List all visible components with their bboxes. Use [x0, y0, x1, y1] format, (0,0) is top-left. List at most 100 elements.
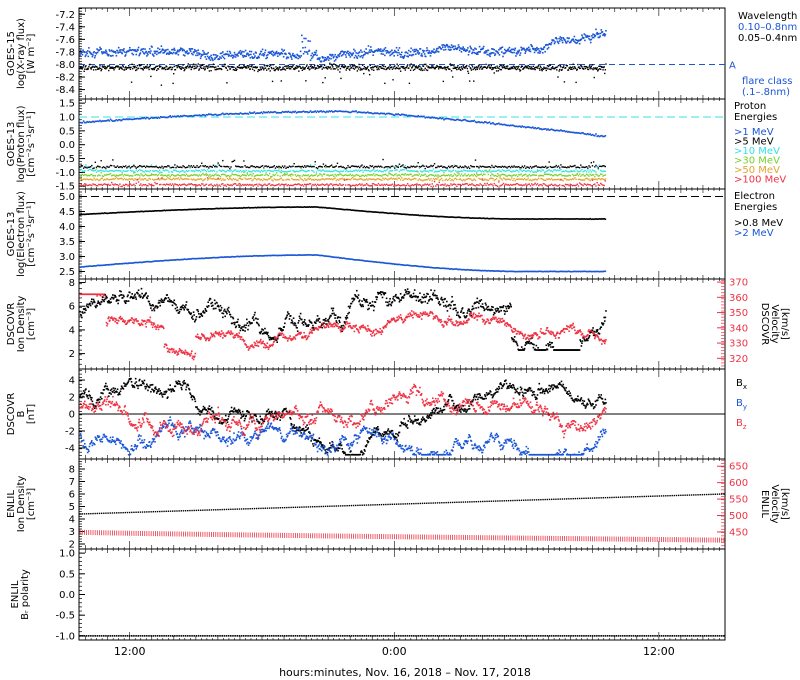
xray-short-point: [409, 65, 411, 67]
xray-long-point: [173, 47, 176, 50]
proton-series-point: [566, 179, 568, 181]
proton-series-point: [292, 169, 294, 172]
proton-series-point: [361, 174, 363, 177]
xray-long-point: [322, 56, 325, 59]
proton-series-point: [602, 165, 604, 167]
proton-series-point: [227, 178, 230, 181]
proton-series-point: [422, 174, 424, 177]
proton-series-point: [445, 185, 447, 187]
proton-1mev-point: [117, 119, 120, 121]
proton-series-point: [171, 178, 174, 180]
proton-series-point: [91, 184, 93, 187]
proton-series-point: [170, 174, 173, 176]
proton-1mev-point: [178, 115, 181, 118]
proton-series-point: [520, 173, 522, 175]
xray-long-point: [92, 54, 94, 56]
proton-1mev-point: [331, 111, 334, 113]
proton-series-point: [354, 165, 356, 168]
xray-short-point: [161, 68, 163, 70]
proton-series-point: [588, 178, 590, 181]
proton-series-point: [198, 174, 201, 176]
proton-series-point: [424, 167, 426, 170]
proton-series-point: [105, 169, 107, 171]
xray-short-point: [201, 67, 203, 69]
xray-short-point: [511, 67, 513, 69]
proton-series-point: [374, 170, 376, 173]
proton-1mev-point: [416, 115, 418, 118]
proton-series-point: [514, 179, 516, 182]
proton-series-point: [175, 166, 177, 169]
proton-1mev-point: [112, 120, 114, 122]
proton-1mev-point: [230, 112, 232, 115]
proton-series-point: [336, 174, 339, 176]
xray-short-point: [369, 64, 371, 67]
proton-series-point: [560, 173, 562, 175]
xray-short-point: [274, 69, 276, 72]
proton-series-point: [521, 175, 523, 177]
xray-short-point: [469, 67, 471, 69]
proton-series-point: [139, 175, 141, 177]
xray-long-point: [529, 50, 532, 53]
xray-short-point: [358, 66, 361, 68]
proton-1mev-point: [181, 115, 183, 118]
proton-series-point: [501, 173, 504, 176]
proton-1mev-point: [423, 115, 425, 118]
proton-series-point: [325, 183, 327, 186]
xray-short-point: [190, 68, 192, 71]
xray-short-point: [104, 66, 106, 68]
proton-series-point: [169, 166, 171, 169]
xray-short-point: [347, 66, 350, 68]
xray-short-point: [265, 69, 268, 71]
proton-series-point: [178, 183, 181, 186]
proton-series-point: [392, 174, 395, 177]
proton-series-point: [571, 170, 574, 173]
proton-1mev-point: [382, 112, 384, 115]
xray-short-point: [84, 66, 87, 68]
proton-series-point: [515, 169, 518, 171]
proton-series-point: [528, 167, 531, 169]
proton-1mev-point: [409, 114, 411, 117]
proton-series-point: [101, 184, 104, 187]
proton-series-point: [305, 179, 307, 181]
proton-series-point: [285, 183, 287, 185]
proton-series-point: [180, 177, 182, 179]
proton-1mev-point: [306, 111, 308, 113]
proton-series-point: [195, 184, 197, 186]
xray-long-point: [347, 52, 350, 55]
proton-series-point: [364, 174, 367, 176]
xray-long-point: [159, 51, 162, 54]
xray-long-point: [448, 49, 451, 51]
proton-series-point: [222, 173, 224, 176]
xray-short-point: [556, 66, 559, 68]
proton-series-point: [250, 177, 252, 180]
proton-series-point: [168, 174, 170, 176]
proton-series-point: [597, 168, 600, 171]
xray-short-point: [467, 72, 470, 74]
proton-series-point: [233, 173, 236, 176]
proton-series-point: [443, 184, 445, 187]
proton-series-point: [252, 169, 254, 172]
proton-series-point: [289, 184, 292, 186]
xray-short-point: [136, 69, 138, 71]
proton-1mev-point: [107, 119, 109, 121]
proton-series-point: [446, 167, 449, 169]
proton-series-point: [409, 166, 411, 169]
proton-series-point: [540, 177, 542, 180]
proton-series-point: [233, 183, 236, 185]
proton-series-point: [168, 177, 170, 180]
proton-series-point: [404, 167, 407, 169]
proton-series-point: [103, 170, 106, 172]
proton-series-point: [323, 170, 326, 172]
proton-series-point: [268, 166, 271, 169]
proton-series-point: [115, 183, 118, 186]
proton-series-point: [440, 184, 443, 186]
proton-1mev-point: [193, 114, 196, 117]
xray-long-point: [564, 39, 566, 41]
proton-series-point: [500, 166, 502, 168]
xray-long-point: [476, 51, 479, 54]
proton-series-point: [459, 183, 461, 186]
proton-1mev-point: [339, 110, 341, 112]
proton-series-point: [245, 178, 247, 180]
xray-short-point: [599, 68, 602, 70]
xray-long-point: [318, 58, 321, 61]
